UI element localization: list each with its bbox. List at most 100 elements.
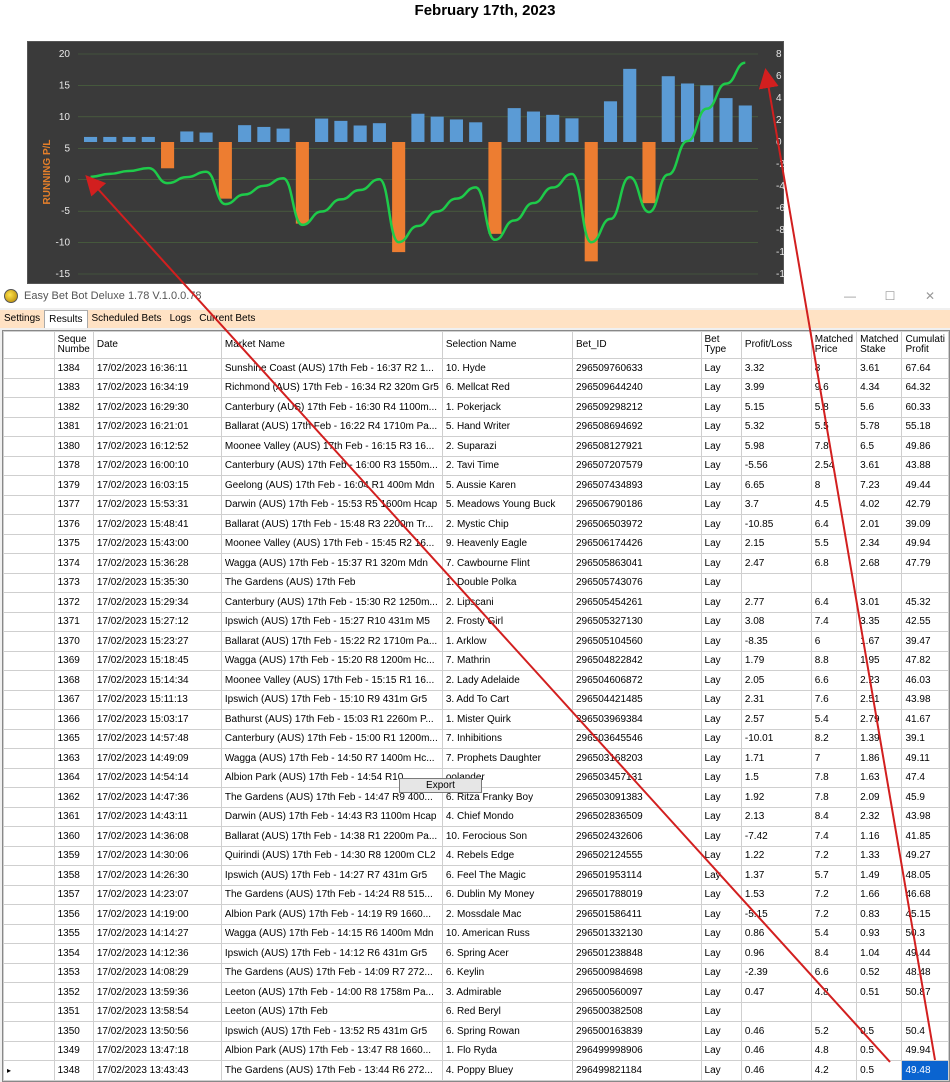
table-row[interactable]: 1356 17/02/2023 14:19:00 Albion Park (AUS)… xyxy=(3,904,949,925)
table-cell[interactable]: 6. Spring Acer xyxy=(441,943,573,964)
table-cell[interactable]: 49.94 xyxy=(901,533,949,554)
row-selector[interactable]: ▸ xyxy=(3,1060,55,1081)
table-row[interactable]: 1361 17/02/2023 14:43:11 Darwin (AUS) 17th… xyxy=(3,806,949,827)
table-cell[interactable]: 0.93 xyxy=(856,923,903,944)
table-cell[interactable]: Lay xyxy=(700,475,742,496)
table-cell[interactable]: 1. Double Polka xyxy=(441,572,573,593)
table-cell[interactable]: 4.2 xyxy=(810,1060,858,1081)
table-cell[interactable]: 1375 xyxy=(53,533,94,554)
table-cell[interactable]: 7. Cawbourne Flint xyxy=(441,553,573,574)
row-selector[interactable] xyxy=(3,943,55,964)
table-cell[interactable]: 5.78 xyxy=(856,416,903,437)
table-cell[interactable]: 0.46 xyxy=(740,1040,812,1061)
table-cell[interactable]: 2.23 xyxy=(856,670,903,691)
table-cell[interactable]: 5.4 xyxy=(810,923,858,944)
table-cell[interactable]: 47.79 xyxy=(901,553,949,574)
table-cell[interactable]: 17/02/2023 14:12:36 xyxy=(92,943,222,964)
table-cell[interactable]: 3.01 xyxy=(856,592,903,613)
table-cell[interactable]: Wagga (AUS) 17th Feb - 14:50 R7 1400m Hc… xyxy=(220,748,443,769)
table-cell[interactable]: 5.98 xyxy=(740,436,812,457)
table-cell[interactable]: 17/02/2023 16:36:11 xyxy=(92,358,222,379)
table-cell[interactable]: 7. Mathrin xyxy=(441,650,573,671)
table-cell[interactable]: 2. Mossdale Mac xyxy=(441,904,573,925)
table-cell[interactable]: 17/02/2023 14:36:08 xyxy=(92,826,222,847)
table-cell[interactable] xyxy=(810,1001,858,1022)
table-cell[interactable]: 17/02/2023 13:47:18 xyxy=(92,1040,222,1061)
table-cell[interactable]: 2. Lipscani xyxy=(441,592,573,613)
row-selector[interactable] xyxy=(3,592,55,613)
table-cell[interactable]: 6.65 xyxy=(740,475,812,496)
table-cell[interactable]: 296499998906 xyxy=(571,1040,702,1061)
column-header[interactable]: Selection Name xyxy=(441,331,573,359)
table-cell[interactable]: 1. Arklow xyxy=(441,631,573,652)
table-row[interactable]: 1355 17/02/2023 14:14:27 Wagga (AUS) 17th … xyxy=(3,923,949,944)
table-cell[interactable]: 7.8 xyxy=(810,787,858,808)
table-cell[interactable]: 46.03 xyxy=(901,670,949,691)
tab-settings[interactable]: Settings xyxy=(4,313,41,324)
table-cell[interactable]: Lay xyxy=(700,1021,742,1042)
export-menu-item[interactable]: Export xyxy=(399,778,482,793)
table-cell[interactable]: 17/02/2023 14:57:48 xyxy=(92,728,222,749)
table-cell[interactable]: Lay xyxy=(700,377,742,398)
table-cell[interactable]: 1354 xyxy=(53,943,94,964)
table-cell[interactable]: 39.47 xyxy=(901,631,949,652)
table-cell[interactable]: Lay xyxy=(700,767,742,788)
table-cell[interactable]: 1370 xyxy=(53,631,94,652)
column-header[interactable]: Bet Type xyxy=(700,331,742,359)
table-cell[interactable]: 2. Mystic Chip xyxy=(441,514,573,535)
table-cell[interactable]: 296501332130 xyxy=(571,923,702,944)
row-selector[interactable] xyxy=(3,748,55,769)
table-row[interactable]: 1376 17/02/2023 15:48:41 Ballarat (AUS) 17… xyxy=(3,514,949,535)
table-cell[interactable]: Lay xyxy=(700,358,742,379)
table-cell[interactable]: Lay xyxy=(700,845,742,866)
table-cell[interactable]: 5.4 xyxy=(810,709,858,730)
table-cell[interactable]: Wagga (AUS) 17th Feb - 15:20 R8 1200m Hc… xyxy=(220,650,443,671)
table-cell[interactable]: 4.8 xyxy=(810,1040,858,1061)
table-cell[interactable]: 3.61 xyxy=(856,455,903,476)
table-cell[interactable]: Albion Park (AUS) 17th Feb - 13:47 R8 16… xyxy=(220,1040,443,1061)
table-row[interactable]: 1349 17/02/2023 13:47:18 Albion Park (AUS)… xyxy=(3,1040,949,1061)
table-cell[interactable]: 2.77 xyxy=(740,592,812,613)
table-cell[interactable]: 1364 xyxy=(53,767,94,788)
table-cell[interactable]: 296506790186 xyxy=(571,494,702,515)
table-cell[interactable]: Albion Park (AUS) 17th Feb - 14:19 R9 16… xyxy=(220,904,443,925)
table-cell[interactable]: 6.4 xyxy=(810,514,858,535)
table-cell[interactable]: Darwin (AUS) 17th Feb - 14:43 R3 1100m H… xyxy=(220,806,443,827)
table-cell[interactable]: 4.02 xyxy=(856,494,903,515)
table-cell[interactable]: 296503457131 xyxy=(571,767,702,788)
table-cell[interactable]: 1. Pokerjack xyxy=(441,397,573,418)
row-selector[interactable] xyxy=(3,514,55,535)
table-cell[interactable]: 1353 xyxy=(53,962,94,983)
row-selector[interactable] xyxy=(3,709,55,730)
table-cell[interactable]: 49.11 xyxy=(901,748,949,769)
table-row[interactable]: 1354 17/02/2023 14:12:36 Ipswich (AUS) 17t… xyxy=(3,943,949,964)
table-cell[interactable] xyxy=(901,1001,949,1022)
column-header[interactable]: Cumulati Profit xyxy=(901,331,949,359)
table-cell[interactable]: 4.8 xyxy=(810,982,858,1003)
table-cell[interactable]: 17/02/2023 13:58:54 xyxy=(92,1001,222,1022)
table-cell[interactable]: 296504606872 xyxy=(571,670,702,691)
table-cell[interactable]: Lay xyxy=(700,436,742,457)
table-cell[interactable]: 41.85 xyxy=(901,826,949,847)
table-cell[interactable]: 1. Flo Ryda xyxy=(441,1040,573,1061)
table-cell[interactable]: 3.35 xyxy=(856,611,903,632)
table-cell[interactable]: 17/02/2023 15:18:45 xyxy=(92,650,222,671)
table-cell[interactable]: 296500163839 xyxy=(571,1021,702,1042)
row-selector[interactable] xyxy=(3,416,55,437)
table-cell[interactable]: The Gardens (AUS) 17th Feb - 14:24 R8 51… xyxy=(220,884,443,905)
table-cell[interactable]: 2. Frosty Girl xyxy=(441,611,573,632)
table-cell[interactable]: 296502432606 xyxy=(571,826,702,847)
table-cell[interactable]: 296500560097 xyxy=(571,982,702,1003)
table-cell[interactable]: 1382 xyxy=(53,397,94,418)
table-cell[interactable]: Lay xyxy=(700,670,742,691)
table-cell[interactable]: 7. Inhibitions xyxy=(441,728,573,749)
table-cell[interactable]: Moonee Valley (AUS) 17th Feb - 16:15 R3 … xyxy=(220,436,443,457)
table-cell[interactable]: Wagga (AUS) 17th Feb - 15:37 R1 320m Mdn xyxy=(220,553,443,574)
table-cell[interactable]: 55.18 xyxy=(901,416,949,437)
table-cell[interactable]: 5.6 xyxy=(856,397,903,418)
table-cell[interactable]: 41.67 xyxy=(901,709,949,730)
table-cell[interactable]: 296509760633 xyxy=(571,358,702,379)
table-cell[interactable]: Ipswich (AUS) 17th Feb - 14:27 R7 431m G… xyxy=(220,865,443,886)
table-cell[interactable]: 0.96 xyxy=(740,943,812,964)
table-cell[interactable]: Lay xyxy=(700,397,742,418)
